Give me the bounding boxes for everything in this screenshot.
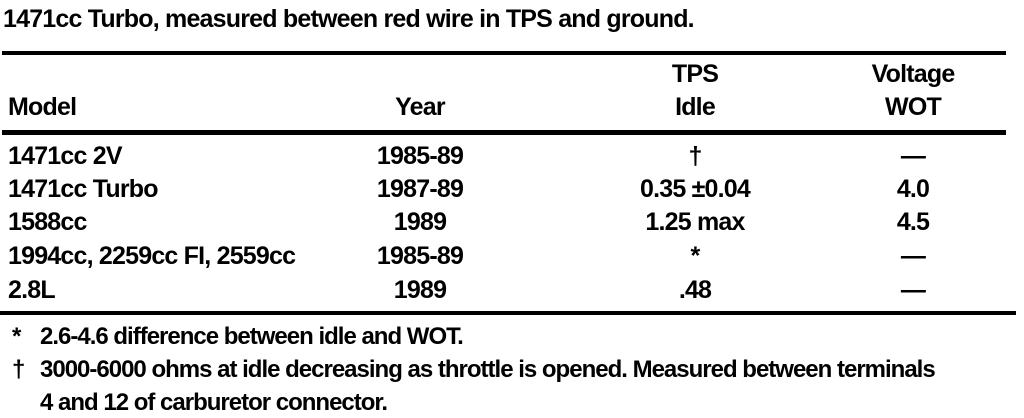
footnote-line: 4 and 12 of carburetor connector. bbox=[40, 389, 388, 416]
footnote-line: 2.6-4.6 difference between idle and WOT. bbox=[40, 323, 464, 350]
voltage-wot-cell: — bbox=[900, 242, 926, 270]
table-header-rule bbox=[2, 130, 1006, 135]
model-cell: 1471cc 2V bbox=[8, 142, 123, 170]
year-cell: 1989 bbox=[393, 276, 447, 304]
voltage-wot-cell: 4.0 bbox=[896, 175, 930, 203]
header-model: Model bbox=[8, 93, 77, 121]
footnote-text: 2.6-4.6 difference between idle and WOT. bbox=[40, 320, 464, 353]
header-tps: TPS bbox=[671, 60, 719, 88]
tps-idle-cell: 0.35 ±0.04 bbox=[640, 175, 751, 203]
header-idle: Idle bbox=[675, 93, 716, 121]
model-cell: 1588cc bbox=[8, 208, 87, 236]
footnote-asterisk: * 2.6-4.6 difference between idle and WO… bbox=[12, 320, 464, 353]
model-cell: 1994cc, 2259cc FI, 2559cc bbox=[8, 242, 296, 270]
footnote-text: 3000-6000 ohms at idle decreasing as thr… bbox=[40, 353, 936, 418]
year-cell: 1985-89 bbox=[376, 242, 464, 270]
dagger-marker: † bbox=[12, 356, 25, 383]
asterisk-marker: * bbox=[12, 323, 21, 350]
year-cell: 1985-89 bbox=[376, 142, 464, 170]
year-cell: 1987-89 bbox=[376, 175, 464, 203]
model-cell: 1471cc Turbo bbox=[8, 175, 159, 203]
table-bottom-rule bbox=[0, 311, 1016, 315]
model-cell: 2.8L bbox=[8, 276, 56, 304]
header-wot: WOT bbox=[885, 93, 942, 121]
tps-idle-cell: .48 bbox=[678, 276, 712, 304]
tps-idle-cell: † bbox=[688, 142, 702, 170]
voltage-wot-cell: — bbox=[900, 276, 926, 304]
footnote-dagger: † 3000-6000 ohms at idle decreasing as t… bbox=[12, 353, 936, 418]
table-top-rule bbox=[2, 51, 1006, 55]
footnote-line: 3000-6000 ohms at idle decreasing as thr… bbox=[40, 356, 936, 383]
year-cell: 1989 bbox=[393, 208, 447, 236]
voltage-wot-cell: 4.5 bbox=[896, 208, 930, 236]
voltage-wot-cell: — bbox=[900, 142, 926, 170]
intro-text: 1471cc Turbo, measured between red wire … bbox=[3, 5, 695, 33]
tps-idle-cell: 1.25 max bbox=[645, 208, 745, 236]
tps-idle-cell: * bbox=[690, 242, 701, 270]
header-voltage: Voltage bbox=[871, 60, 956, 88]
header-year: Year bbox=[395, 93, 445, 121]
